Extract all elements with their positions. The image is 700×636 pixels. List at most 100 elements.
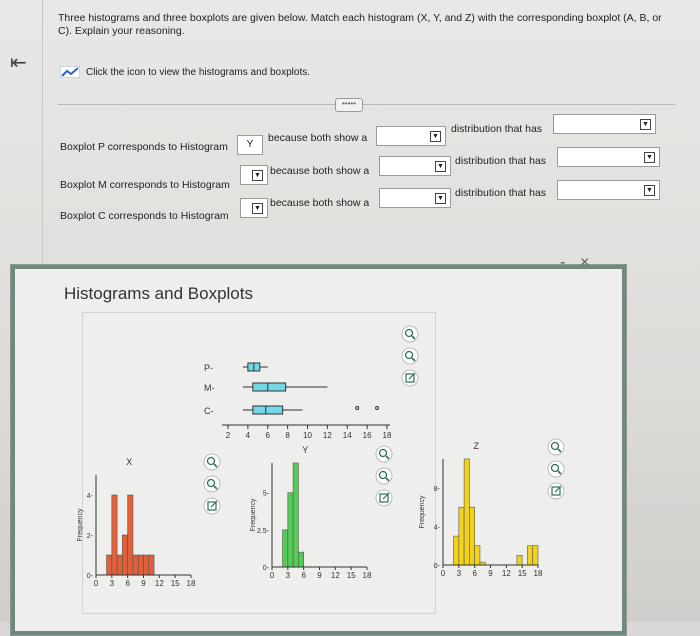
- tick-label: 14: [343, 431, 352, 440]
- dropdown-arrow-icon[interactable]: ▼: [435, 161, 446, 172]
- dropdown-arrow-icon[interactable]: ▼: [252, 170, 263, 181]
- histogram-bar: [516, 555, 523, 566]
- feature-select-1[interactable]: ▼: [553, 114, 656, 134]
- histogram-title: Z: [474, 441, 480, 451]
- tick-label: 18: [187, 579, 196, 588]
- collapse-left-icon[interactable]: ⇤: [10, 52, 27, 74]
- tick-label: 18: [534, 569, 543, 578]
- tick-label: 15: [518, 569, 527, 578]
- zoom-out-icon: [550, 463, 560, 473]
- histogram-bar: [137, 554, 144, 576]
- chart-icon[interactable]: [60, 66, 80, 78]
- zoom-out-icon-bg: [375, 467, 393, 485]
- tick-label: 3: [457, 569, 462, 578]
- tick-label: 18: [383, 431, 392, 440]
- tick-label: 0: [441, 569, 446, 578]
- boxplot-label: C-: [204, 406, 214, 416]
- tick-label: 12: [155, 579, 164, 588]
- tick-label: 0-: [263, 565, 270, 572]
- zoom-in-icon-handle: [411, 335, 416, 340]
- popout-icon-arrow: [382, 492, 390, 500]
- expand-dots-button[interactable]: •••••: [335, 98, 363, 112]
- because-text: because both show a: [268, 132, 368, 144]
- minimize-button[interactable]: -: [560, 254, 566, 271]
- zoom-in-icon-handle: [213, 463, 218, 468]
- histogram-bar: [143, 554, 150, 576]
- divider: [58, 104, 675, 105]
- shape-select-1[interactable]: ▼: [376, 126, 446, 146]
- feature-select-2[interactable]: ▼: [557, 147, 660, 167]
- zoom-out-icon: [206, 478, 216, 488]
- dropdown-arrow-icon[interactable]: ▼: [252, 203, 263, 214]
- y-axis-label: Frequency: [250, 498, 257, 532]
- popout-icon: [405, 373, 415, 383]
- zoom-in-icon: [378, 448, 388, 458]
- y-axis-label: Frequency: [77, 508, 84, 542]
- zoom-in-icon: [550, 441, 560, 451]
- histogram-title: X: [126, 457, 132, 467]
- tick-label: 4: [246, 431, 251, 440]
- popout-icon: [207, 501, 217, 511]
- dropdown-arrow-icon[interactable]: ▼: [430, 131, 441, 142]
- tick-label: 0: [94, 579, 99, 588]
- zoom-in-icon-bg: [203, 453, 221, 471]
- shape-select-3[interactable]: ▼: [379, 188, 451, 208]
- histogram-select-3[interactable]: ▼: [240, 198, 268, 218]
- tick-label: 6: [266, 431, 271, 440]
- tick-label: 5-: [263, 491, 270, 498]
- because-text: because both show a: [270, 165, 370, 177]
- dialog-title: Histograms and Boxplots: [64, 284, 253, 303]
- distribution-text: distribution that has: [455, 155, 547, 167]
- popout-icon: [551, 486, 561, 496]
- zoom-out-icon: [404, 350, 414, 360]
- dropdown-arrow-icon[interactable]: ▼: [435, 193, 446, 204]
- tick-label: 0: [270, 571, 275, 580]
- tick-label: 3: [110, 579, 115, 588]
- divider: [42, 0, 43, 270]
- y-axis-label: Frequency: [419, 495, 426, 529]
- dropdown-arrow-icon[interactable]: ▼: [640, 119, 651, 130]
- histogram-bar: [474, 545, 481, 566]
- shape-select-2[interactable]: ▼: [379, 156, 451, 176]
- histogram-select-1[interactable]: Y: [237, 135, 263, 155]
- tick-label: 12: [323, 431, 332, 440]
- histogram-bar: [106, 554, 113, 576]
- zoom-in-icon-handle: [557, 448, 562, 453]
- histogram-bar: [116, 554, 123, 576]
- boxplot-label: M-: [204, 383, 215, 393]
- histogram-select-2[interactable]: ▼: [240, 165, 268, 185]
- tick-label: 0-: [434, 563, 441, 570]
- selected-value: Y: [246, 139, 254, 150]
- boxplot-label: P-: [204, 363, 213, 373]
- dropdown-arrow-icon[interactable]: ▼: [644, 185, 655, 196]
- tick-label: 10: [303, 431, 312, 440]
- zoom-out-icon-handle: [213, 485, 218, 490]
- histogram-bar: [111, 494, 118, 576]
- tick-label: 6: [472, 569, 477, 578]
- dropdown-arrow-icon[interactable]: ▼: [644, 152, 655, 163]
- tick-label: 16: [363, 431, 372, 440]
- tick-label: 4-: [434, 524, 441, 531]
- zoom-out-icon-handle: [411, 357, 416, 362]
- chart-link[interactable]: Click the icon to view the histograms an…: [60, 66, 310, 78]
- tick-label: 12: [502, 569, 511, 578]
- histogram-bar: [458, 506, 465, 566]
- histogram-bar: [453, 535, 460, 566]
- histogram-title: Y: [302, 445, 308, 455]
- zoom-in-icon-bg: [375, 445, 393, 463]
- because-text: because both show a: [270, 197, 370, 209]
- histogram-bar: [298, 551, 304, 568]
- zoom-in-icon-bg: [401, 325, 419, 343]
- popout-icon-arrow: [554, 485, 562, 493]
- feature-select-3[interactable]: ▼: [557, 180, 660, 200]
- outlier-point: [375, 406, 380, 410]
- tick-label: 9: [141, 579, 146, 588]
- close-button[interactable]: ×: [580, 254, 590, 271]
- histogram-bar: [127, 494, 134, 576]
- tick-label: 18: [363, 571, 372, 580]
- popout-icon-arrow: [408, 372, 416, 380]
- tick-label: 0-: [87, 573, 94, 580]
- zoom-in-icon: [206, 456, 216, 466]
- distribution-text: distribution that has: [451, 123, 543, 135]
- tick-label: 6: [301, 571, 306, 580]
